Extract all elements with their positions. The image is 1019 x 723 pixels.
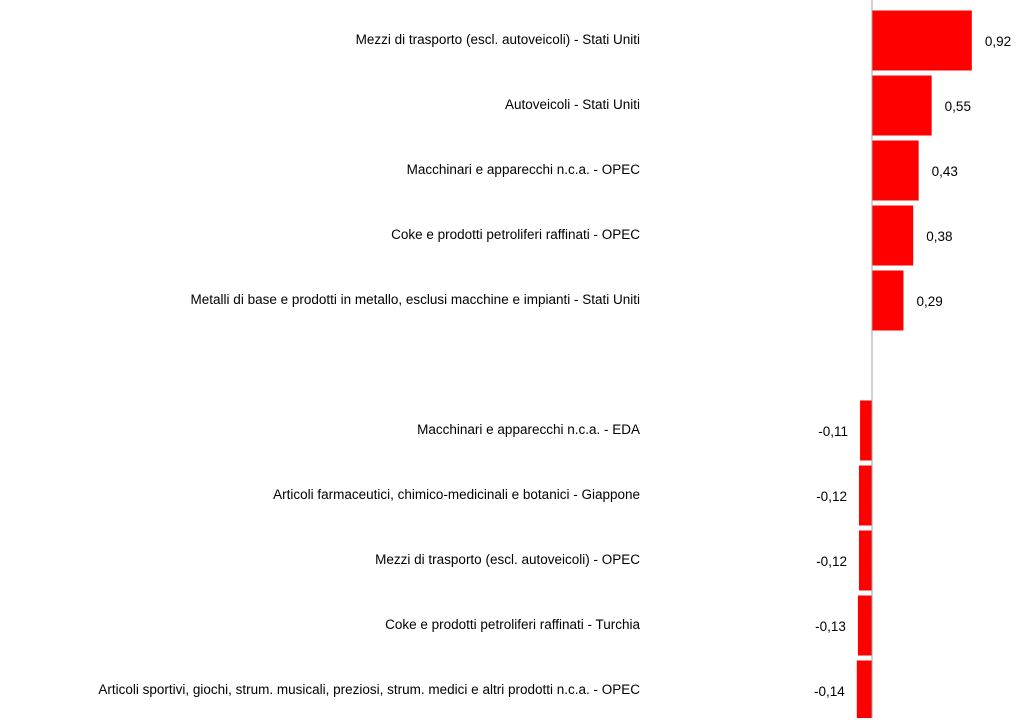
bar bbox=[872, 10, 972, 71]
value-label: 0,43 bbox=[932, 164, 958, 179]
value-label: 0,38 bbox=[926, 229, 952, 244]
bar bbox=[856, 660, 872, 721]
bar bbox=[872, 75, 932, 136]
value-label: -0,12 bbox=[816, 489, 847, 504]
bar bbox=[872, 270, 904, 331]
value-label: 0,55 bbox=[945, 99, 971, 114]
bar bbox=[858, 530, 872, 591]
category-label: Mezzi di trasporto (escl. autoveicoli) -… bbox=[356, 32, 640, 47]
value-label: 0,92 bbox=[985, 34, 1011, 49]
category-label: Macchinari e apparecchi n.c.a. - EDA bbox=[417, 422, 640, 437]
category-label: Autoveicoli - Stati Uniti bbox=[505, 97, 640, 112]
category-label: Coke e prodotti petroliferi raffinati - … bbox=[391, 227, 640, 242]
bar bbox=[872, 205, 914, 266]
bar bbox=[858, 465, 872, 526]
value-label: 0,29 bbox=[916, 294, 942, 309]
category-label: Metalli di base e prodotti in metallo, e… bbox=[191, 292, 640, 307]
category-label: Macchinari e apparecchi n.c.a. - OPEC bbox=[407, 162, 641, 177]
value-label: -0,14 bbox=[814, 684, 845, 699]
bar bbox=[857, 595, 872, 656]
bar bbox=[872, 140, 919, 201]
value-label: -0,12 bbox=[816, 554, 847, 569]
value-label: -0,13 bbox=[815, 619, 846, 634]
bar bbox=[860, 400, 872, 461]
category-label: Coke e prodotti petroliferi raffinati - … bbox=[385, 617, 640, 632]
category-label: Mezzi di trasporto (escl. autoveicoli) -… bbox=[375, 552, 640, 567]
value-label: -0,11 bbox=[818, 424, 848, 439]
category-label: Articoli farmaceutici, chimico-medicinal… bbox=[273, 487, 640, 502]
category-label: Articoli sportivi, giochi, strum. musica… bbox=[98, 682, 640, 697]
